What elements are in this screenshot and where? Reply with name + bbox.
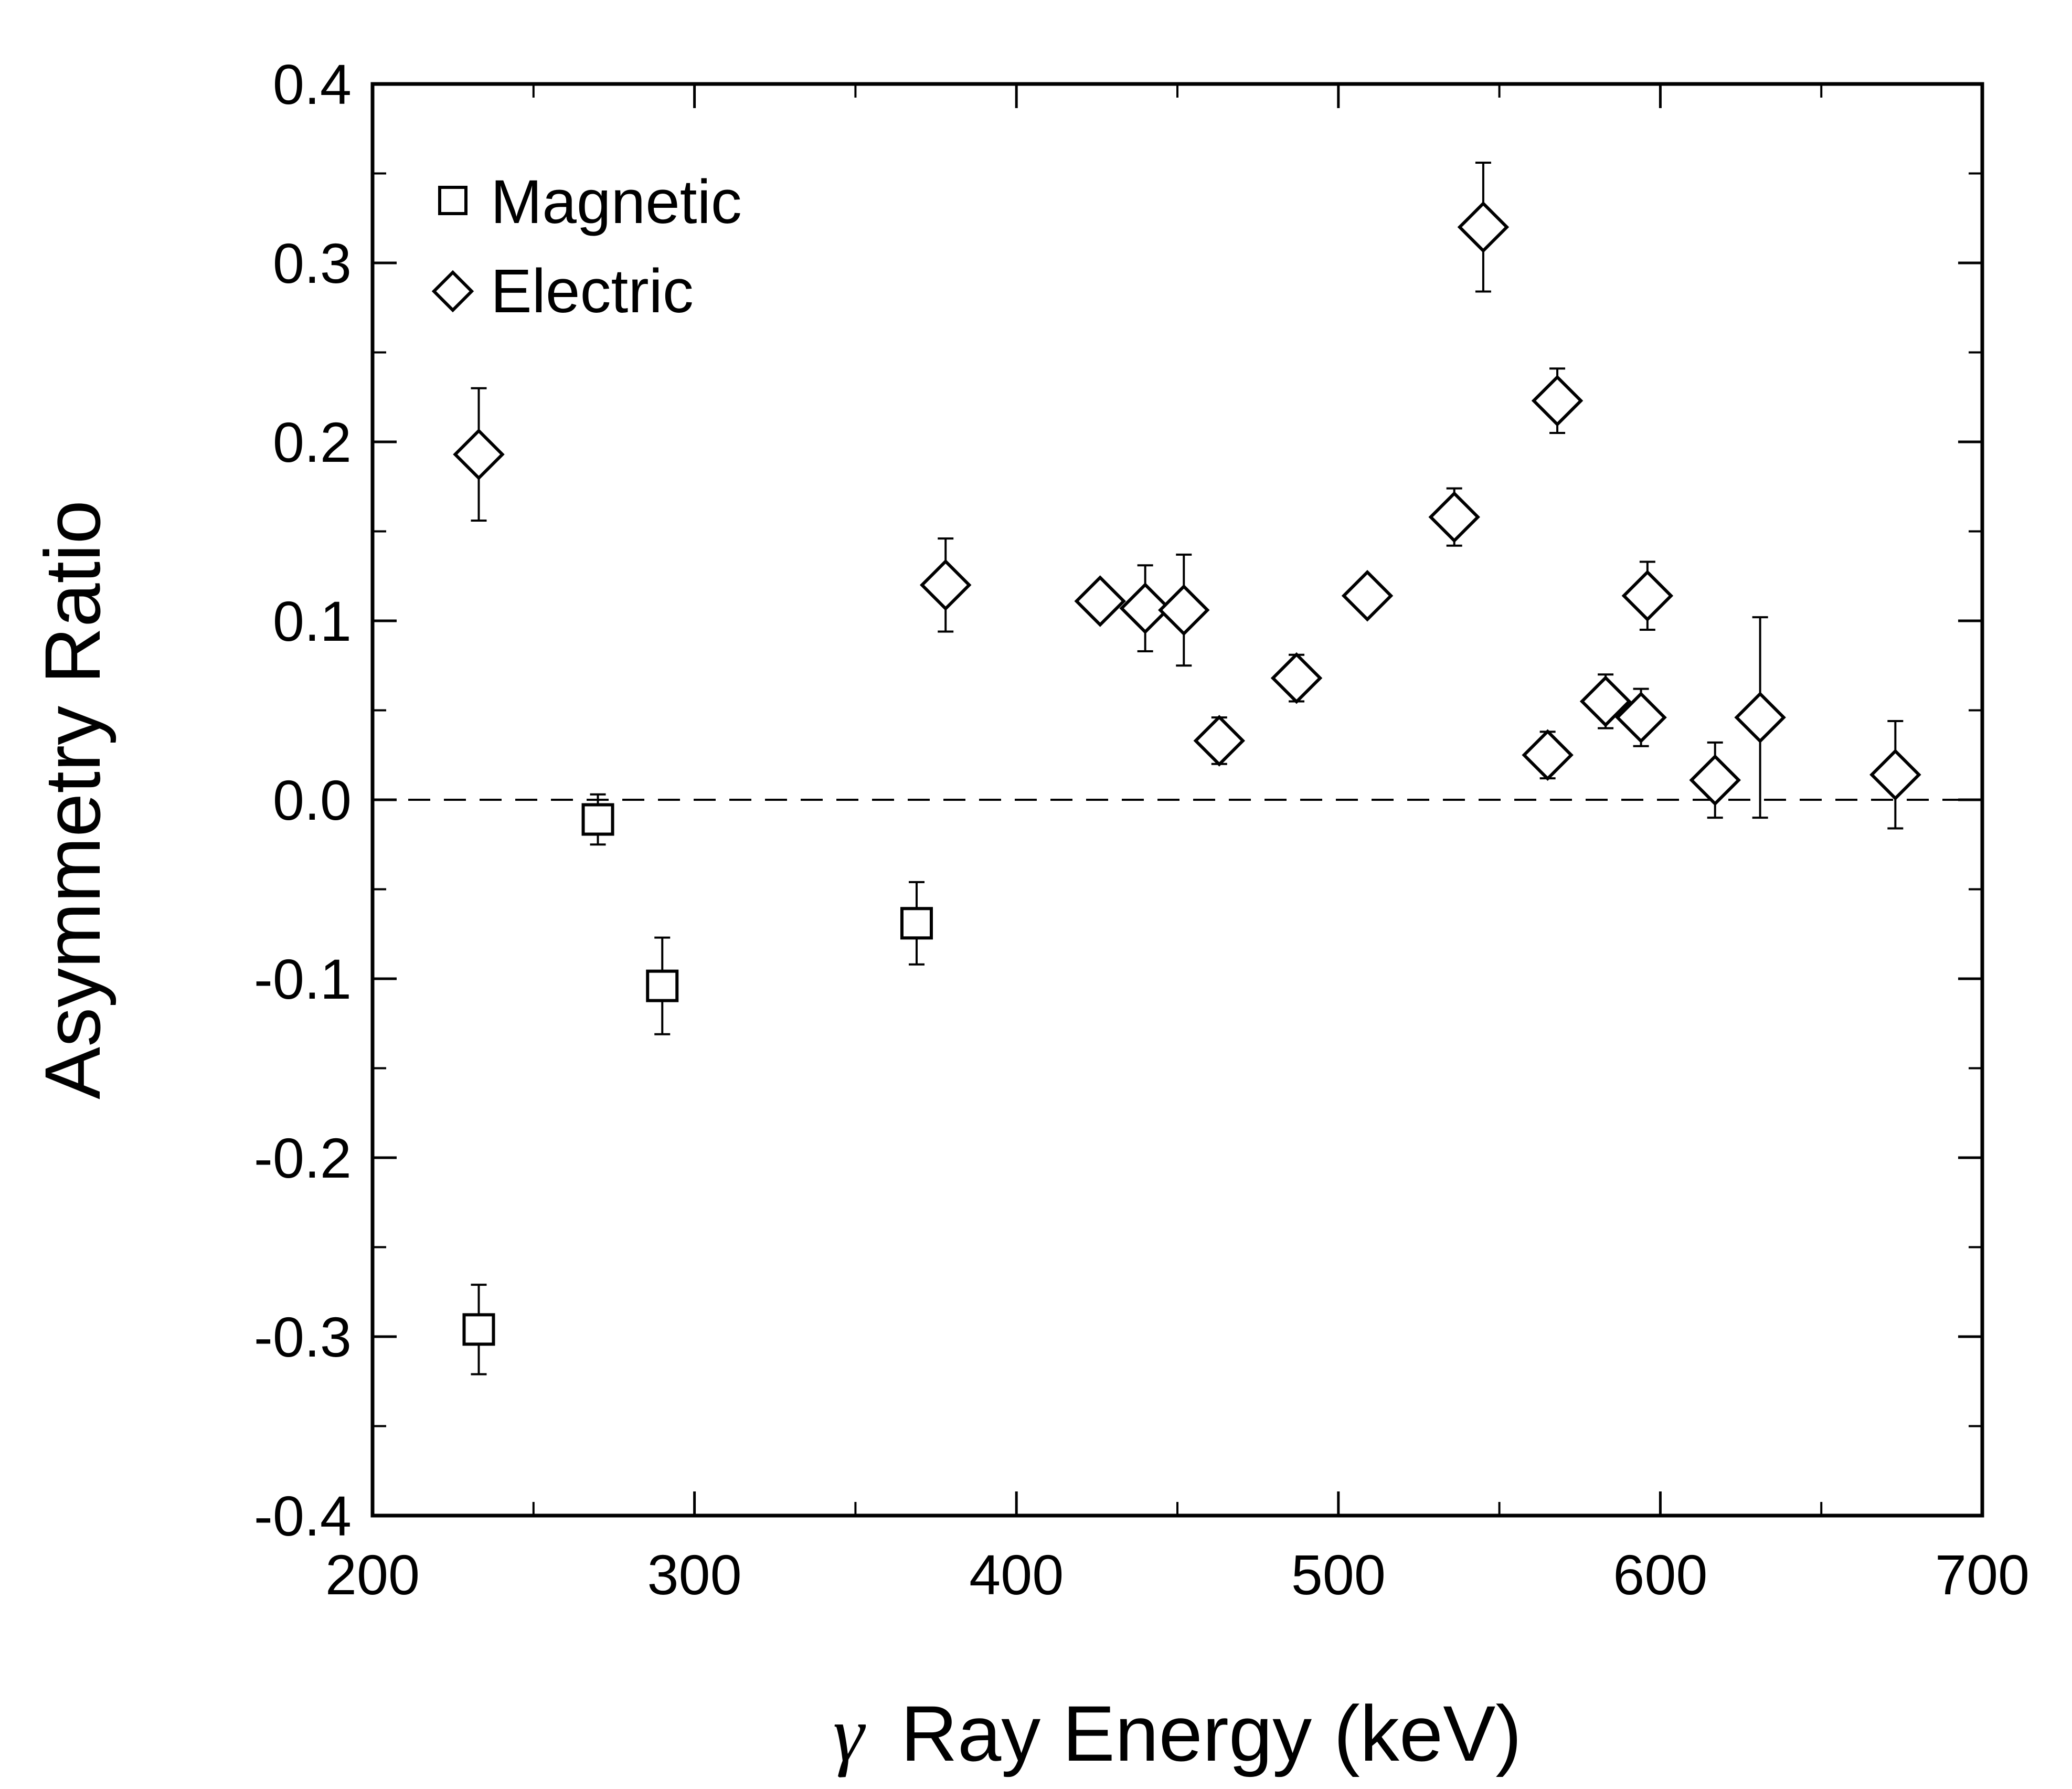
x-axis-gamma-symbol: γ (833, 1691, 866, 1778)
electric-point (1689, 754, 1741, 806)
electric-point (1119, 582, 1171, 634)
electric-point (1869, 749, 1921, 801)
x-tick-label: 200 (325, 1543, 420, 1606)
y-tick-label: 0.1 (273, 589, 352, 653)
electric-point (1579, 675, 1632, 727)
electric-point (1341, 570, 1394, 622)
minor-ticks (373, 84, 1982, 1516)
y-tick-label: -0.1 (254, 947, 352, 1011)
x-axis-title-text: Ray Energy (keV) (901, 1689, 1522, 1777)
electric-point (1615, 691, 1667, 744)
electric-point (1074, 575, 1126, 627)
electric-point (1734, 691, 1786, 744)
electric-point (1158, 584, 1210, 636)
data-series (453, 162, 1921, 1375)
y-tick-label: 0.2 (273, 410, 352, 474)
magnetic-point (462, 1313, 495, 1346)
y-tick-label: 0.4 (273, 52, 352, 116)
y-axis-title: Asymmetry Ratio (28, 500, 116, 1099)
electric-point (1193, 715, 1246, 767)
electric-point (1522, 729, 1574, 781)
legend: Magnetic Electric (431, 167, 742, 326)
magnetic-point (646, 969, 679, 1002)
x-tick-label: 300 (647, 1543, 741, 1606)
x-axis-tick-labels: 200 300 400 500 600 700 (325, 1543, 2030, 1606)
x-tick-label: 700 (1935, 1543, 2030, 1606)
electric-point (919, 559, 972, 611)
plot-frame (370, 82, 1984, 1518)
electric-point (1270, 652, 1323, 704)
electric-point (1457, 201, 1510, 253)
y-axis-tick-labels: -0.4 -0.3 -0.2 -0.1 0.0 0.1 0.2 0.3 0.4 (254, 52, 352, 1548)
series-electric (453, 162, 1921, 830)
y-tick-label: -0.2 (254, 1126, 352, 1190)
legend-square-marker (438, 186, 467, 215)
electric-point (1531, 375, 1584, 427)
legend-diamond-marker (431, 270, 474, 313)
electric-point (1428, 491, 1480, 543)
y-tick-label: -0.4 (254, 1484, 352, 1548)
legend-label-electric: Electric (491, 257, 694, 326)
y-tick-label: 0.0 (273, 768, 352, 832)
y-tick-label: -0.3 (254, 1305, 352, 1369)
electric-point (453, 428, 505, 481)
x-tick-label: 600 (1613, 1543, 1707, 1606)
legend-label-magnetic: Magnetic (491, 167, 742, 237)
x-tick-label: 400 (969, 1543, 1064, 1606)
magnetic-point (900, 907, 933, 940)
y-tick-label: 0.3 (273, 231, 352, 295)
electric-point (1621, 570, 1674, 622)
magnetic-point (581, 803, 614, 836)
series-magnetic (462, 793, 933, 1375)
x-tick-label: 500 (1291, 1543, 1386, 1606)
x-axis-title: γ Ray Energy (keV) (833, 1689, 1522, 1778)
